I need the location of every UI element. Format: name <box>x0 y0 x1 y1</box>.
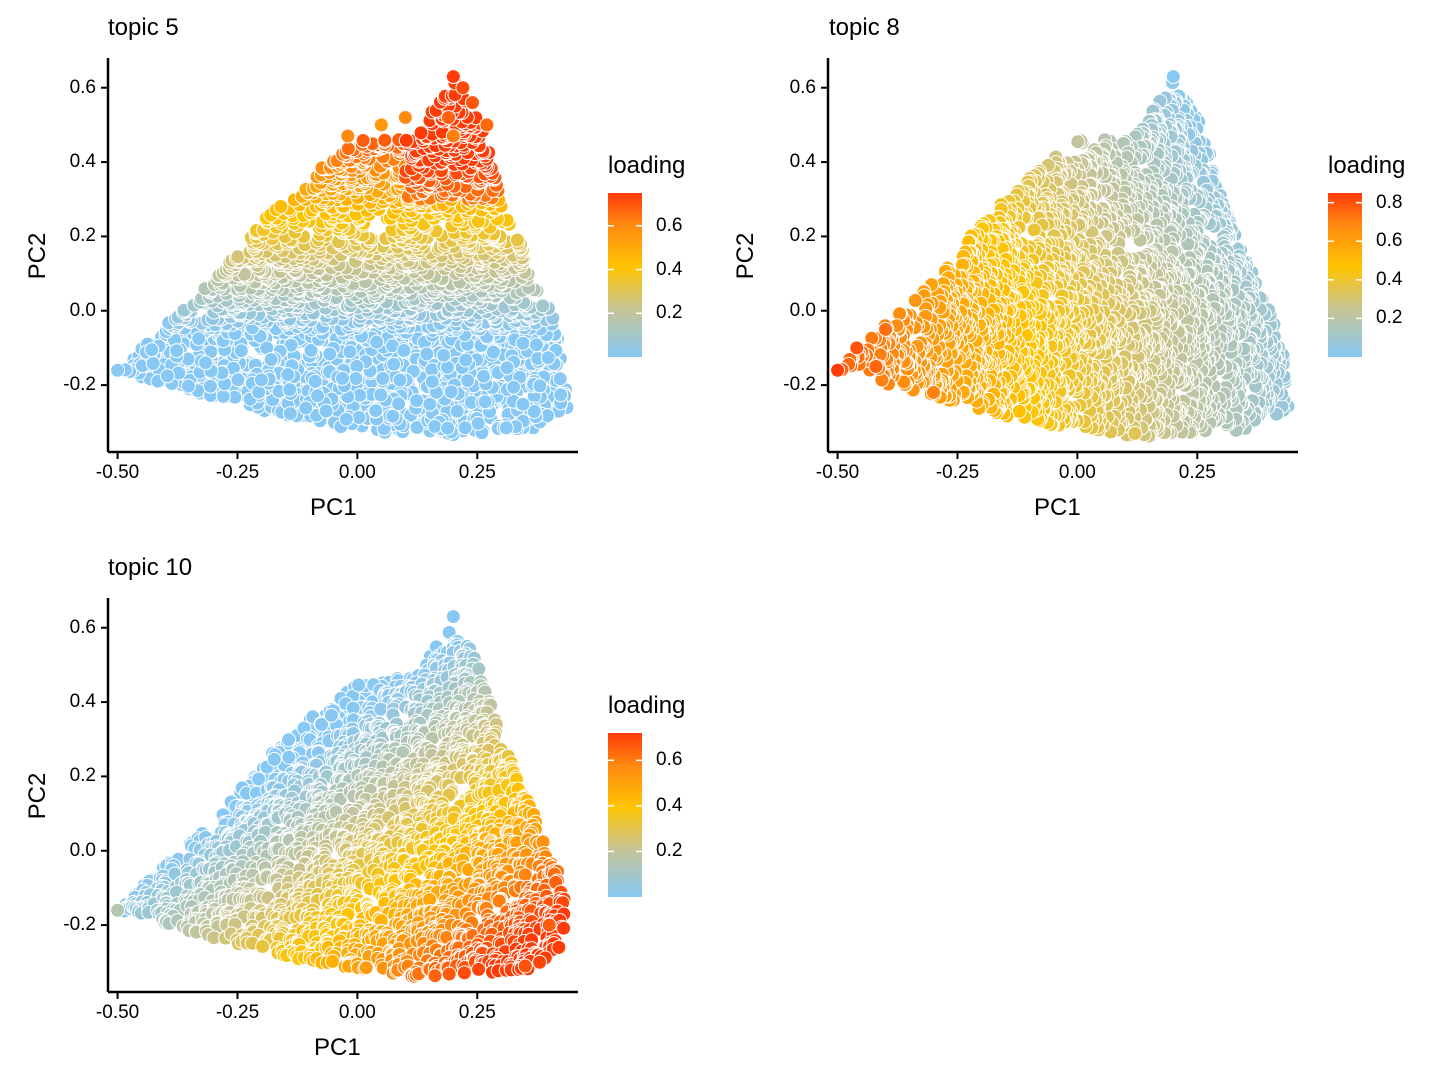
data-point <box>445 128 461 144</box>
data-point <box>1011 403 1027 419</box>
data-point <box>398 132 414 148</box>
data-point <box>440 420 456 436</box>
data-point <box>191 331 207 347</box>
data-point <box>233 343 249 359</box>
data-point <box>506 379 522 395</box>
data-point <box>427 419 443 434</box>
data-point <box>443 384 459 400</box>
data-point <box>499 360 515 376</box>
data-point <box>351 410 367 425</box>
data-point <box>515 396 531 412</box>
data-point <box>355 133 371 148</box>
data-point <box>373 387 389 403</box>
data-point <box>253 372 269 388</box>
data-point <box>375 371 391 386</box>
data-point <box>485 344 501 360</box>
data-point <box>338 411 354 427</box>
data-point <box>282 406 298 422</box>
data-point <box>392 372 408 388</box>
scatter-panel-1 <box>101 58 642 459</box>
data-point <box>1026 222 1042 238</box>
data-point <box>318 403 334 419</box>
data-point <box>322 346 338 362</box>
data-point <box>397 109 413 125</box>
data-point <box>159 368 175 384</box>
data-point <box>535 298 551 314</box>
data-point <box>251 384 267 400</box>
data-point <box>532 378 548 394</box>
data-point <box>460 373 476 388</box>
data-point <box>340 128 356 144</box>
data-point <box>477 394 493 410</box>
data-point <box>498 420 514 436</box>
data-point <box>528 337 544 353</box>
data-point <box>457 420 473 436</box>
data-point <box>373 117 389 133</box>
data-point <box>464 95 480 111</box>
data-point <box>455 80 471 96</box>
data-point <box>144 342 160 358</box>
data-point <box>342 344 358 360</box>
data-point <box>553 387 569 403</box>
data-point <box>169 343 185 359</box>
data-point <box>203 378 218 394</box>
data-point <box>413 125 429 141</box>
data-point <box>273 199 289 214</box>
data-point <box>1070 134 1086 150</box>
data-point <box>470 416 486 431</box>
data-point <box>110 362 126 378</box>
data-point <box>419 346 435 362</box>
data-point <box>335 370 350 386</box>
data-point <box>369 334 385 350</box>
data-point <box>396 343 412 358</box>
data-point <box>377 132 393 148</box>
data-point <box>386 356 402 372</box>
scatter-panel-2 <box>821 58 1362 459</box>
legend-colorbar <box>608 193 642 357</box>
data-point <box>263 352 279 368</box>
data-point <box>385 408 401 424</box>
data-point <box>215 388 231 404</box>
data-point <box>445 69 461 85</box>
data-point <box>340 141 356 157</box>
data-point <box>282 382 298 398</box>
data-point <box>424 374 440 390</box>
data-point <box>298 400 314 416</box>
data-point <box>230 372 246 388</box>
data-point <box>198 355 214 371</box>
data-point <box>509 232 525 248</box>
data-point <box>476 368 492 384</box>
data-point <box>180 378 196 394</box>
data-point <box>540 350 556 366</box>
data-point <box>145 356 161 371</box>
data-point <box>479 117 495 133</box>
data-point <box>280 367 296 383</box>
data-point <box>552 371 568 387</box>
data-point <box>409 393 425 409</box>
data-point <box>458 352 474 368</box>
data-point <box>515 335 531 351</box>
data-point <box>310 388 325 404</box>
data-point <box>436 347 452 363</box>
data-point <box>441 109 457 125</box>
data-point <box>391 396 407 412</box>
data-point <box>449 403 465 419</box>
data-point <box>307 373 323 389</box>
